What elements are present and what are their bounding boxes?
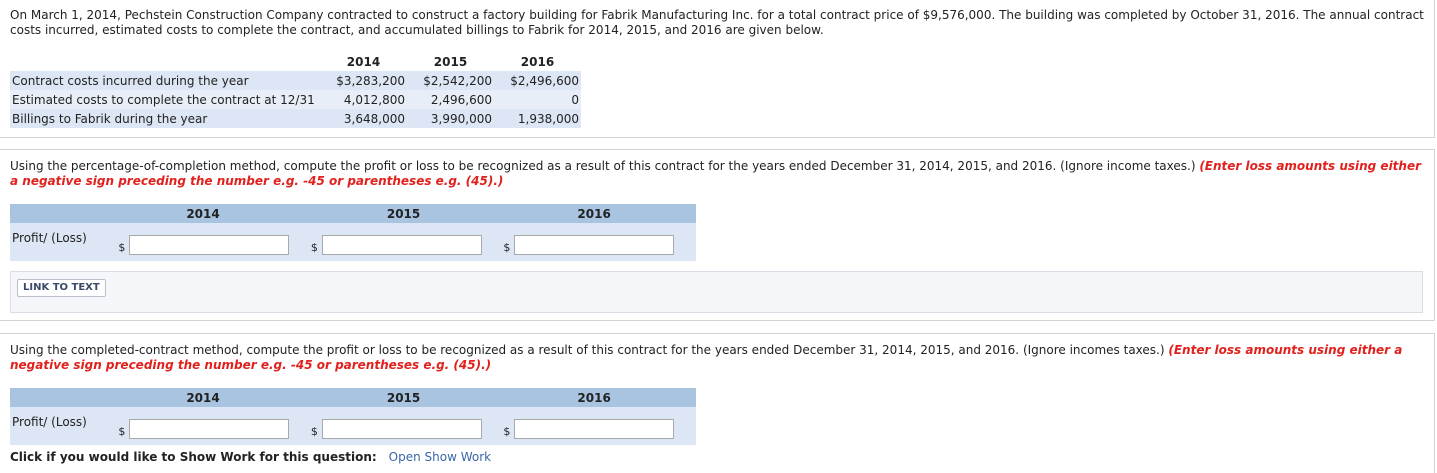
question-text: Using the percentage-of-completion metho… [10, 159, 1425, 189]
table-row: Contract costs incurred during the year … [10, 71, 581, 90]
header-year: 2016 [503, 204, 696, 223]
header-year: 2015 [310, 204, 504, 223]
profit-loss-2014-input[interactable] [129, 235, 290, 255]
answer-cell: $ [310, 223, 504, 261]
cell-value: $2,542,200 [407, 71, 494, 90]
cell-value: $3,283,200 [320, 71, 407, 90]
answer-header-row: 2014 2015 2016 [10, 204, 696, 223]
answer-row: Profit/ (Loss) $ $ $ [10, 223, 696, 261]
question-text: Using the completed-contract method, com… [10, 343, 1425, 373]
cc-profit-loss-2014-input[interactable] [129, 419, 290, 439]
currency-symbol: $ [118, 241, 126, 254]
row-label: Estimated costs to complete the contract… [10, 90, 320, 109]
question-instruction: (Enter loss amounts using either a negat… [10, 343, 1403, 372]
currency-symbol: $ [310, 425, 318, 438]
contract-data-table: 2014 2015 2016 Contract costs incurred d… [10, 53, 581, 128]
header-year: 2014 [346, 55, 381, 69]
currency-symbol: $ [503, 241, 511, 254]
row-label: Profit/ (Loss) [10, 223, 119, 261]
cell-value: $2,496,600 [494, 71, 581, 90]
currency-symbol: $ [503, 425, 511, 438]
header-spacer [10, 53, 320, 71]
row-label: Profit/ (Loss) [10, 407, 119, 445]
answer-table: 2014 2015 2016 Profit/ (Loss) $ $ $ [10, 388, 696, 445]
table-header-row: 2014 2015 2016 [10, 53, 581, 71]
answer-cell: $ [503, 223, 696, 261]
open-show-work-link[interactable]: Open Show Work [388, 450, 492, 464]
answer-row: Profit/ (Loss) $ $ $ [10, 407, 696, 445]
question-percentage-of-completion: Using the percentage-of-completion metho… [0, 149, 1435, 321]
question-body: Using the percentage-of-completion metho… [10, 159, 1200, 173]
profit-loss-2016-input[interactable] [514, 235, 675, 255]
answer-cell: $ [118, 407, 311, 445]
answer-cell: $ [310, 407, 504, 445]
row-label: Billings to Fabrik during the year [10, 109, 320, 128]
show-work-prompt: Click if you would like to Show Work for… [10, 450, 377, 464]
cell-value: 3,990,000 [407, 109, 494, 128]
row-label: Contract costs incurred during the year [10, 71, 320, 90]
header-spacer [10, 204, 119, 223]
cell-value: 1,938,000 [494, 109, 581, 128]
header-year: 2015 [310, 388, 504, 407]
problem-statement-panel: On March 1, 2014, Pechstein Construction… [0, 0, 1435, 138]
header-year: 2015 [433, 55, 468, 69]
table-row: Estimated costs to complete the contract… [10, 90, 581, 109]
cell-value: 0 [494, 90, 581, 109]
currency-symbol: $ [118, 425, 126, 438]
show-work-row: Click if you would like to Show Work for… [10, 450, 491, 464]
cc-profit-loss-2016-input[interactable] [514, 419, 675, 439]
question-completed-contract: Using the completed-contract method, com… [0, 333, 1435, 473]
header-year: 2014 [118, 204, 311, 223]
answer-table: 2014 2015 2016 Profit/ (Loss) $ $ $ [10, 204, 696, 261]
cell-value: 2,496,600 [407, 90, 494, 109]
header-spacer [10, 388, 119, 407]
answer-header-row: 2014 2015 2016 [10, 388, 696, 407]
table-row: Billings to Fabrik during the year 3,648… [10, 109, 581, 128]
question-body: Using the completed-contract method, com… [10, 343, 1169, 357]
header-year: 2014 [118, 388, 311, 407]
answer-cell: $ [118, 223, 311, 261]
currency-symbol: $ [310, 241, 318, 254]
link-panel: LINK TO TEXT [10, 271, 1423, 313]
header-year: 2016 [520, 55, 555, 69]
answer-cell: $ [503, 407, 696, 445]
profit-loss-2015-input[interactable] [321, 235, 482, 255]
question-instruction: (Enter loss amounts using either a negat… [10, 159, 1422, 188]
problem-statement: On March 1, 2014, Pechstein Construction… [10, 8, 1424, 37]
header-year: 2016 [503, 388, 696, 407]
link-to-text-button[interactable]: LINK TO TEXT [17, 279, 106, 297]
cell-value: 4,012,800 [320, 90, 407, 109]
cc-profit-loss-2015-input[interactable] [321, 419, 482, 439]
cell-value: 3,648,000 [320, 109, 407, 128]
